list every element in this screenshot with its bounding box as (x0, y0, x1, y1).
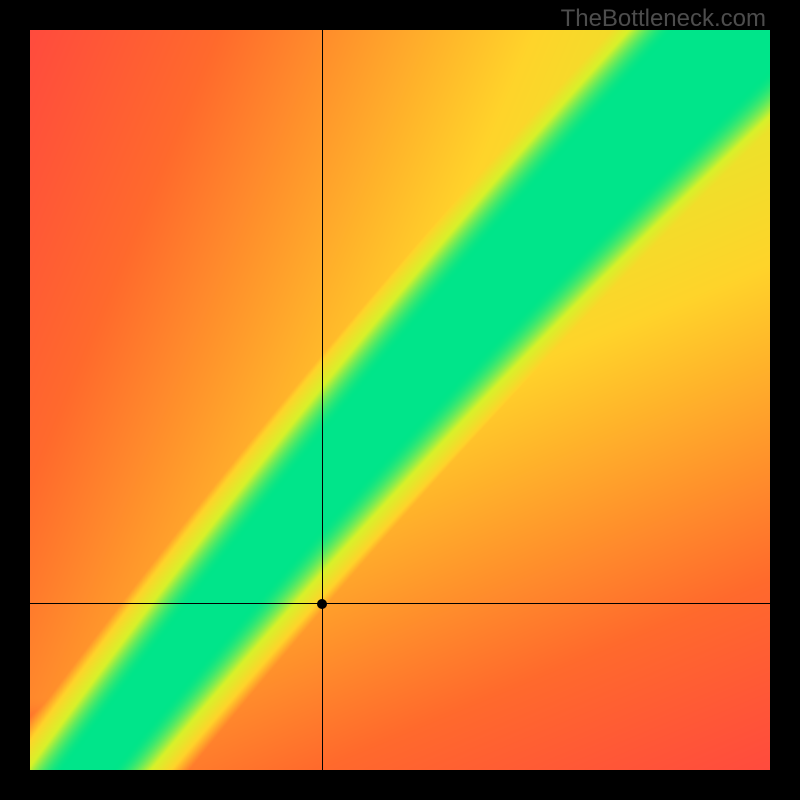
crosshair-horizontal (30, 603, 770, 604)
attribution-text: TheBottleneck.com (561, 5, 766, 33)
crosshair-vertical (322, 30, 323, 770)
bottleneck-heatmap (30, 30, 770, 770)
marker-dot (317, 599, 327, 609)
chart-container: TheBottleneck.com (0, 0, 800, 800)
